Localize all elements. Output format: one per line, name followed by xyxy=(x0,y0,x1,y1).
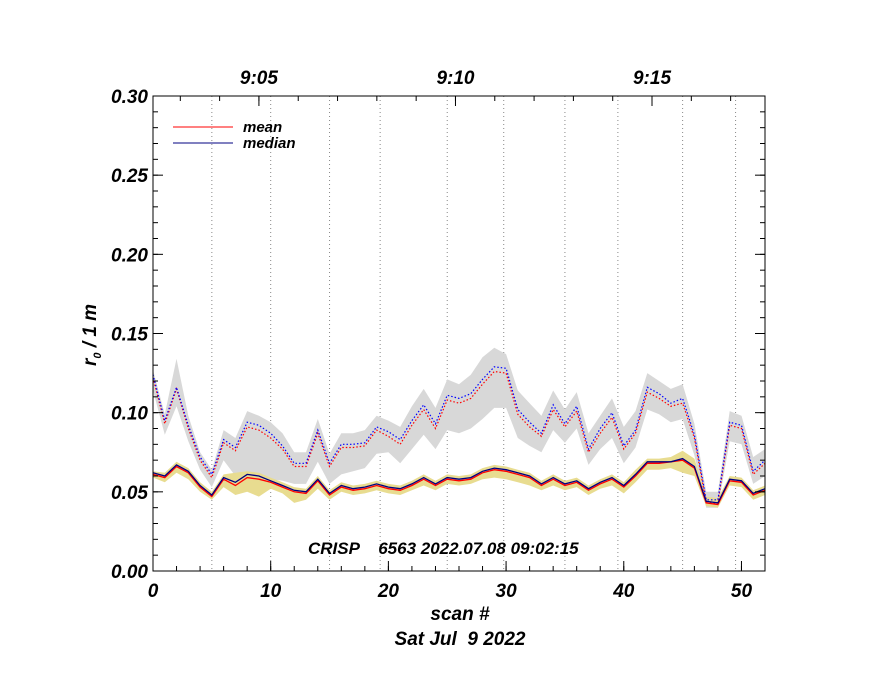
y-axis-label-unit: / 1 m xyxy=(80,304,101,353)
x-tick-label: 50 xyxy=(731,581,753,602)
x-tick-label: 10 xyxy=(260,581,282,602)
y-axis-label-r: r xyxy=(80,357,101,366)
y-tick-label: 0.00 xyxy=(111,562,148,583)
data-series xyxy=(152,366,766,506)
legend-median-label: median xyxy=(243,135,296,152)
y-tick-label: 0.15 xyxy=(111,325,148,346)
x-tick-label: 40 xyxy=(612,581,635,602)
y-tick-label: 0.25 xyxy=(111,166,148,187)
chart-annotation: CRISP 6563 2022.07.08 09:02:15 xyxy=(308,539,579,558)
mean-solid-series xyxy=(152,459,766,506)
y-axis-label-subscript: 0 xyxy=(92,352,104,359)
mean-dotted-series xyxy=(152,370,766,504)
time-tick-label: 9:10 xyxy=(436,68,474,89)
x-axis-label: scan # xyxy=(430,604,490,625)
plot-frame xyxy=(152,95,766,572)
time-tick-label: 9:15 xyxy=(633,68,671,89)
legend-mean-label: mean xyxy=(243,119,282,136)
y-tick-label: 0.05 xyxy=(111,483,148,504)
x-tick-label: 20 xyxy=(377,581,400,602)
x-tick-label: 30 xyxy=(496,581,518,602)
median-solid-series xyxy=(152,457,766,504)
legend: mean median xyxy=(173,119,296,152)
x-tick-label: 0 xyxy=(148,581,159,602)
axis-ticks: 0.00 0.05 0.10 0.15 0.20 0.25 0.30 0 10 20 30 40 50 9… xyxy=(111,68,766,602)
upper-spread-band xyxy=(153,347,765,508)
spread-bands xyxy=(153,347,765,508)
y-tick-label: 0.30 xyxy=(111,87,148,108)
time-tick-label: 9:05 xyxy=(240,68,278,89)
y-tick-label: 0.10 xyxy=(111,404,148,425)
y-tick-label: 0.20 xyxy=(111,245,148,266)
date-label: Sat Jul 9 2022 xyxy=(395,629,526,650)
y-axis-label: r0 / 1 m xyxy=(80,304,104,366)
median-dotted-series xyxy=(152,366,766,501)
